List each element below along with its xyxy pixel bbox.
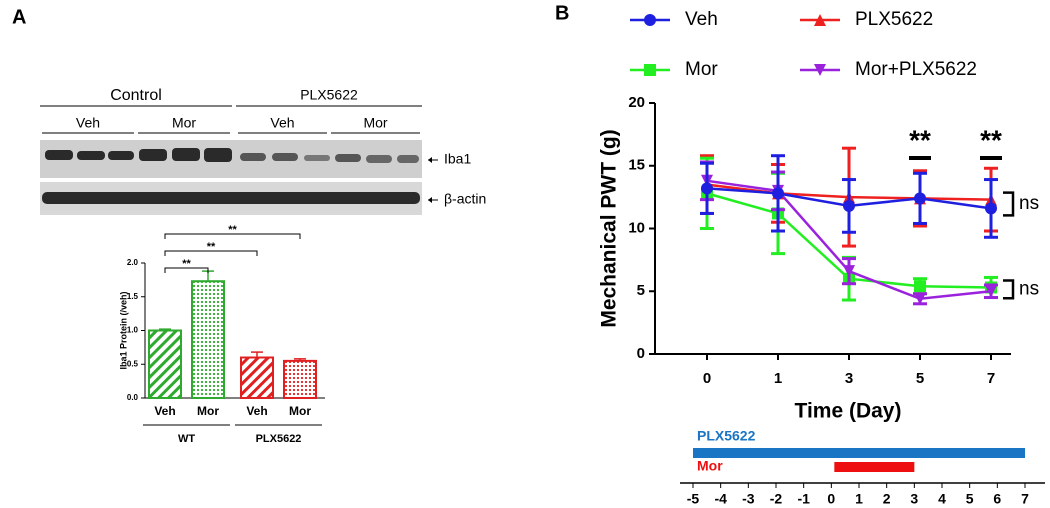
x-tick-label: 4 [938,491,946,507]
significance-label: ** [182,258,191,270]
ns-label: ns [1019,278,1039,299]
marker [772,187,784,200]
significance-bracket [164,267,209,273]
marker [843,199,855,212]
blot-lane-label: Veh [270,115,294,131]
x-tick-label: 0 [827,491,835,507]
marker [914,280,926,293]
panel-label: A [12,6,26,28]
x-tick-label: -2 [770,491,783,507]
x-axis-label: Time (Day) [795,400,902,423]
blot-band-label: β-actin [444,191,486,207]
marker [914,292,926,305]
y-tick-label: 0 [637,345,645,362]
ns-bracket [1003,191,1015,217]
x-tick-label: 0 [703,370,711,387]
bar [283,359,317,399]
y-tick-label: 1.5 [127,292,139,301]
marker [644,64,656,76]
blot-lane-label: Mor [172,115,196,131]
x-tick-label: 5 [916,370,924,387]
ns-bracket [1003,279,1015,300]
y-tick-label: 2.0 [127,258,139,267]
x-tick-label: 5 [966,491,974,507]
x-tick-label: 6 [993,491,1001,507]
x-tick-label: Mor [197,404,219,418]
blot-lane-label: Mor [363,115,387,131]
x-tick-label: 7 [1021,491,1029,507]
x-tick-label: -3 [742,491,755,507]
y-tick-label: 0.0 [127,393,139,402]
x-tick-label: 1 [774,370,782,387]
significance-bracket [164,233,301,239]
blot-group-label: PLX5622 [300,87,358,103]
timeline-label: PLX5622 [697,428,756,444]
x-tick-label: Mor [289,404,311,418]
marker [843,265,855,278]
significance-bracket [164,250,258,256]
significance-label: ** [228,224,237,236]
timeline-bar [834,462,915,472]
legend-label: Mor+PLX5622 [855,59,977,80]
marker [644,14,656,26]
y-tick-label: 5 [637,282,645,299]
marker [914,192,926,205]
x-tick-label: -5 [687,491,700,507]
x-tick-label: Veh [246,404,267,418]
legend-label: Veh [685,9,718,30]
bar [148,329,182,399]
marker [814,14,826,26]
blot-image [40,140,438,215]
panel-label: B [555,2,569,24]
x-tick-label: 3 [845,370,853,387]
x-tick-label: 2 [883,491,891,507]
blot-group-label: Control [110,87,162,104]
significance-label: ** [207,241,216,253]
x-tick-label: -1 [797,491,810,507]
y-axis-label: Iba1 Protein (/veh) [118,291,128,369]
x-tick-label: 3 [910,491,918,507]
timeline-label: Mor [697,458,723,474]
group-label: WT [178,433,195,445]
blot-lane-label: Veh [76,115,100,131]
y-axis-label: Mechanical PWT (g) [598,129,621,327]
x-tick-label: -4 [714,491,727,507]
marker [814,64,826,76]
blot-band-label: Iba1 [444,151,471,167]
bar [240,356,274,399]
y-tick-label: 10 [628,219,645,236]
marker [701,182,713,195]
bar [191,280,225,400]
x-tick-label: Veh [154,404,175,418]
ns-label: ns [1019,193,1039,214]
legend-label: Mor [685,59,718,80]
significance-label: ** [909,124,931,155]
timeline-bar [693,448,1025,458]
x-tick-label: 7 [987,370,995,387]
significance-label: ** [980,124,1002,155]
marker [985,202,997,215]
y-tick-label: 0.5 [127,359,139,368]
y-tick-label: 15 [628,157,645,174]
marker [985,285,997,298]
y-tick-label: 20 [628,94,645,111]
y-tick-label: 1.0 [127,326,139,335]
x-tick-label: 1 [855,491,863,507]
legend-label: PLX5622 [855,9,933,30]
group-label: PLX5622 [256,433,302,445]
